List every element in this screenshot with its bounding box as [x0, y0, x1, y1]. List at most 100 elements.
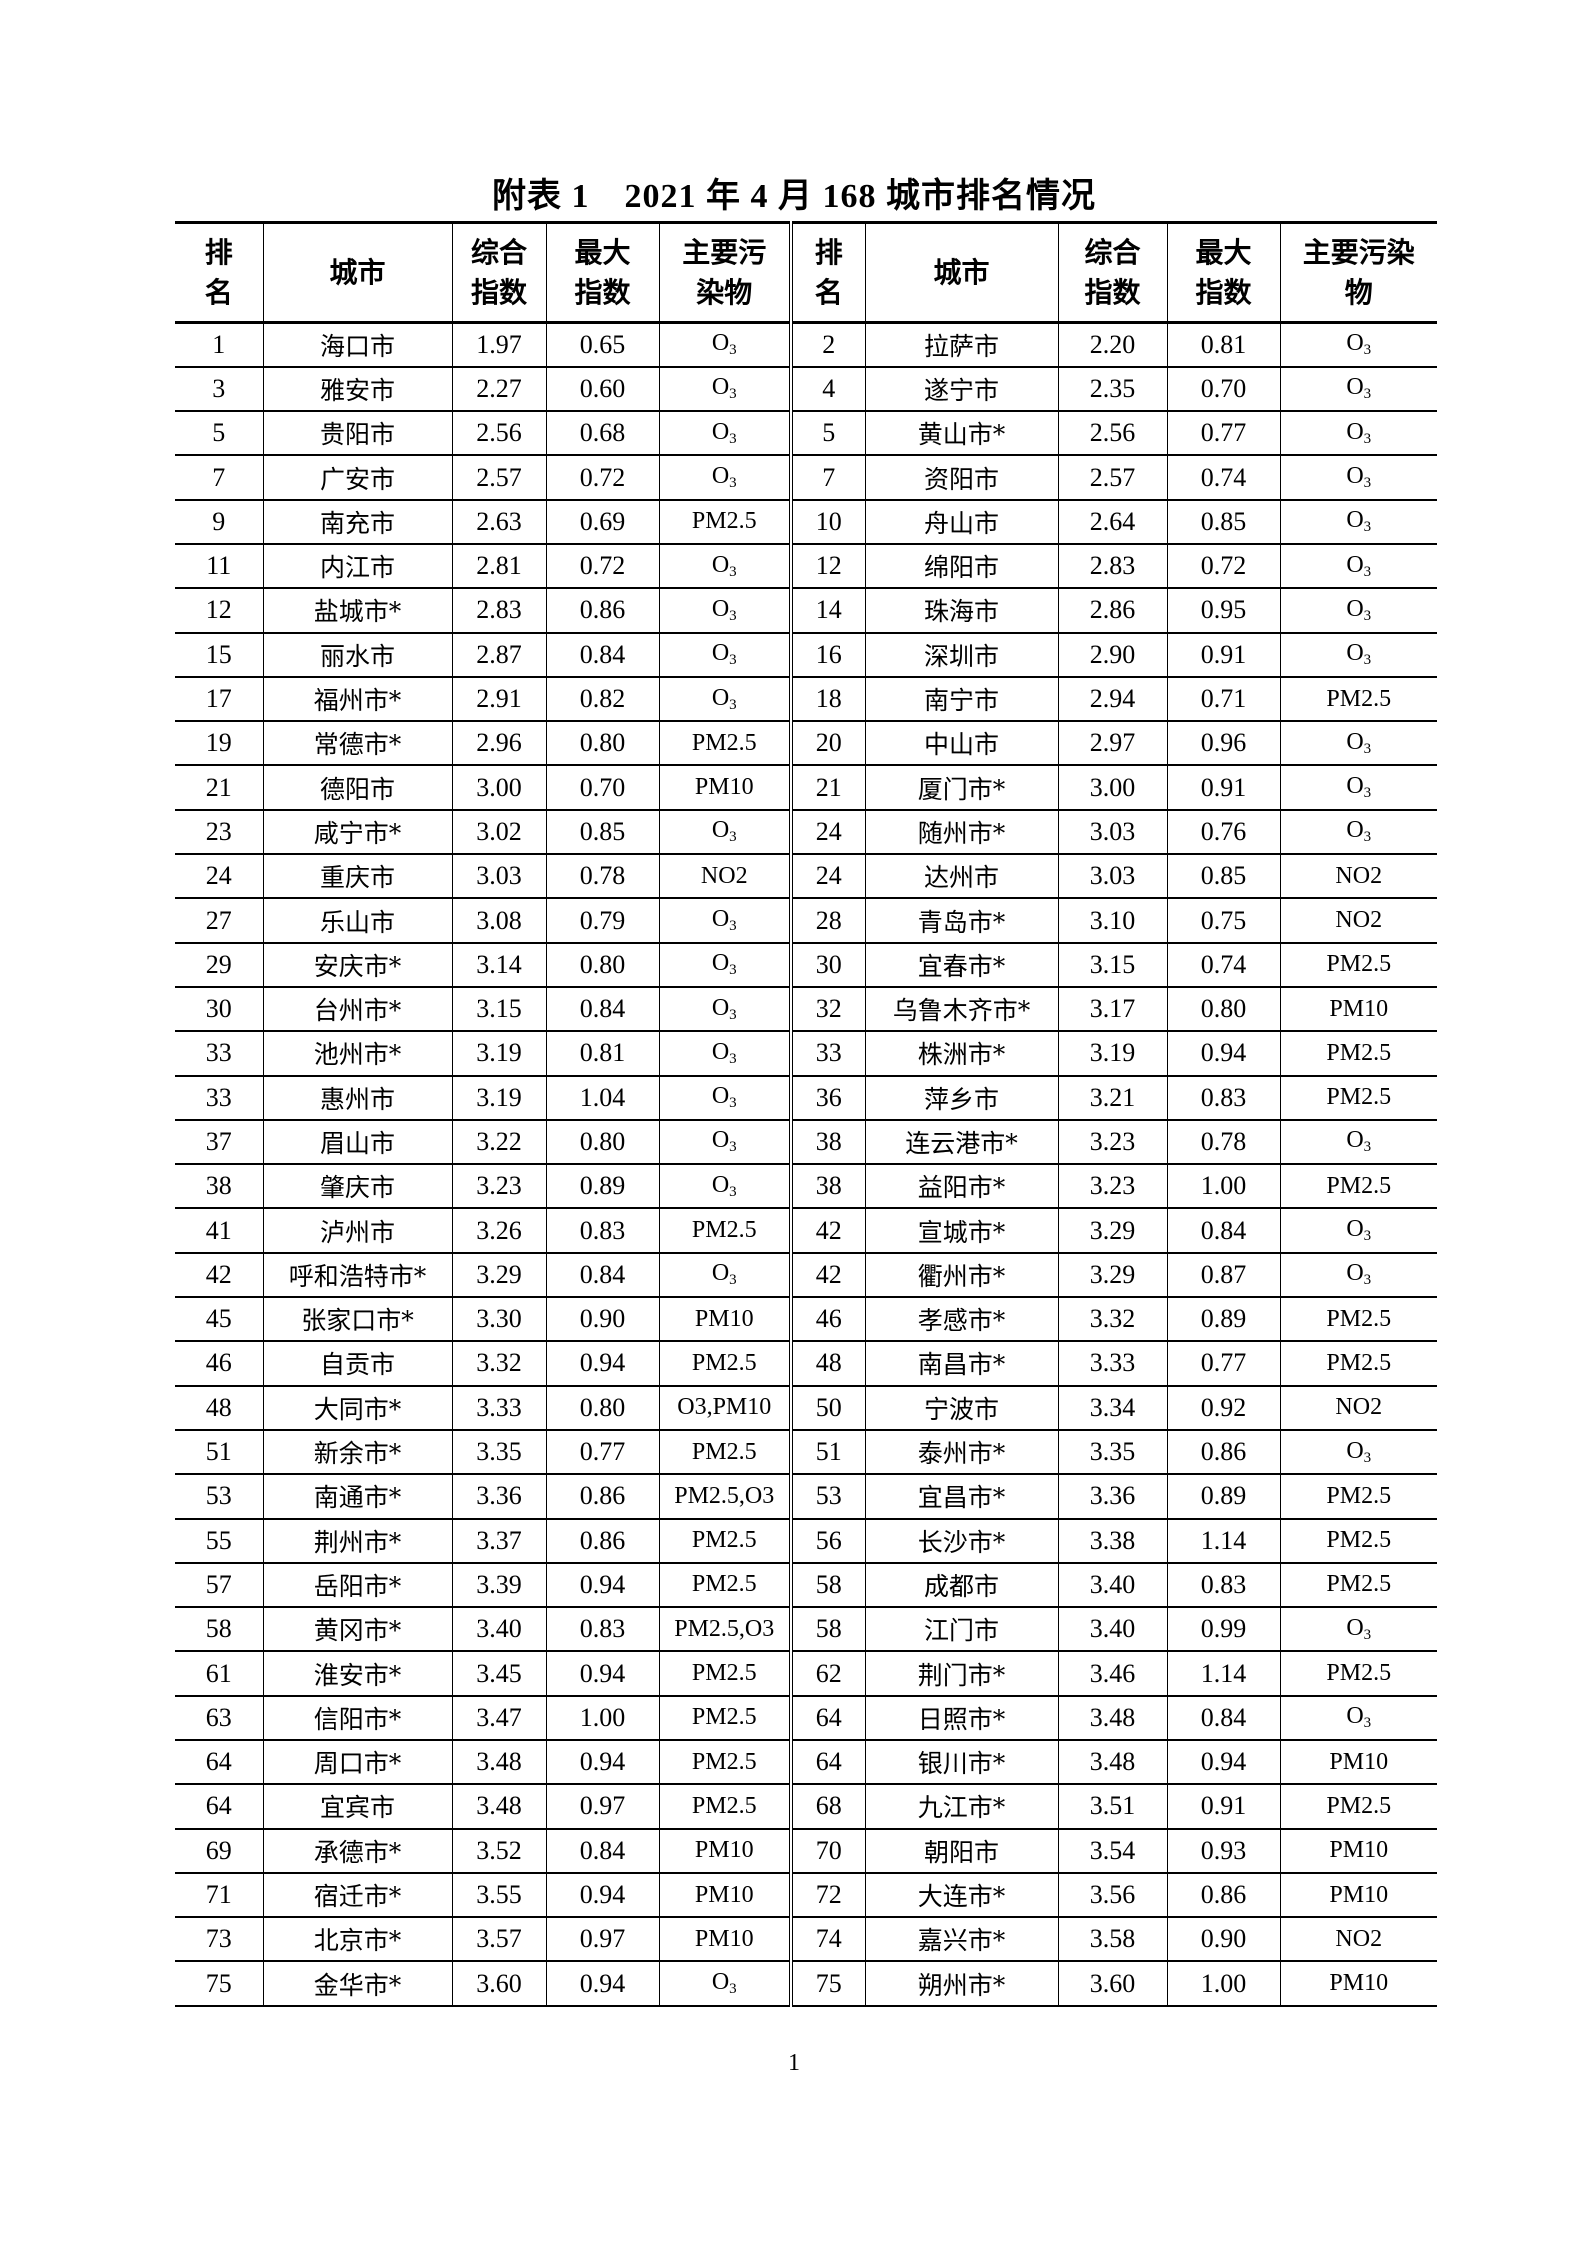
- cell-max-index: 0.79: [545, 898, 660, 943]
- cell-main-pollutant: PM2.5,O3: [658, 1607, 793, 1652]
- cell-city: 宣城市*: [864, 1208, 1059, 1253]
- header-row: 排名 城市 综合 指数 最大 指数 主要污 染物 排名 城市 综合 指数 最大 指数 主要…: [175, 222, 1437, 323]
- cell-max-index: 0.84: [545, 1252, 660, 1298]
- cell-main-pollutant: PM2.5: [1279, 1474, 1437, 1519]
- cell-main-pollutant: O3: [1279, 1695, 1437, 1740]
- cell-rank: 1: [175, 322, 264, 367]
- cell-city: 泸州市: [262, 1208, 453, 1253]
- cell-city: 江门市: [864, 1607, 1059, 1652]
- cell-composite-index: 3.37: [451, 1518, 547, 1563]
- cell-rank: 64: [790, 1740, 866, 1785]
- cell-composite-index: 2.83: [451, 588, 547, 633]
- cell-composite-index: 3.46: [1057, 1651, 1168, 1696]
- cell-main-pollutant: PM10: [1279, 1872, 1437, 1918]
- cell-rank: 48: [790, 1341, 866, 1386]
- cell-main-pollutant: PM2.5: [1279, 1297, 1437, 1342]
- cell-city: 南宁市: [864, 676, 1059, 722]
- cell-max-index: 0.86: [1166, 1872, 1281, 1918]
- header-max-index: 最大 指数: [1166, 222, 1281, 323]
- cell-city: 益阳市*: [864, 1164, 1059, 1209]
- cell-composite-index: 2.20: [1057, 322, 1168, 367]
- cell-composite-index: 3.15: [451, 986, 547, 1032]
- cell-rank: 17: [175, 676, 264, 722]
- cell-max-index: 1.14: [1166, 1518, 1281, 1563]
- header-city: 城市: [864, 222, 1059, 323]
- cell-max-index: 0.94: [545, 1961, 660, 2006]
- table-row: 7 广安市 2.57 0.72 O3 7 资阳市 2.57 0.74 O3: [175, 455, 1437, 500]
- cell-composite-index: 2.35: [1057, 366, 1168, 412]
- cell-main-pollutant: O3: [1279, 765, 1437, 810]
- cell-max-index: 0.83: [545, 1607, 660, 1652]
- cell-max-index: 0.78: [545, 854, 660, 899]
- cell-rank: 5: [790, 411, 866, 456]
- cell-max-index: 0.60: [545, 366, 660, 412]
- cell-main-pollutant: PM2.5: [658, 1208, 793, 1253]
- cell-main-pollutant: PM2.5: [658, 1341, 793, 1386]
- cell-composite-index: 3.02: [451, 809, 547, 855]
- cell-rank: 38: [790, 1164, 866, 1209]
- cell-rank: 12: [175, 588, 264, 633]
- cell-max-index: 0.72: [545, 455, 660, 500]
- cell-city: 大同市*: [262, 1385, 453, 1430]
- cell-city: 惠州市: [262, 1075, 453, 1120]
- cell-city: 周口市*: [262, 1740, 453, 1785]
- cell-max-index: 0.93: [1166, 1828, 1281, 1873]
- cell-composite-index: 3.19: [451, 1031, 547, 1076]
- cell-main-pollutant: PM10: [1279, 986, 1437, 1032]
- cell-max-index: 0.97: [545, 1784, 660, 1829]
- cell-rank: 45: [175, 1297, 264, 1342]
- cell-rank: 51: [175, 1429, 264, 1475]
- cell-main-pollutant: O3: [658, 1252, 793, 1298]
- cell-rank: 15: [175, 632, 264, 677]
- cell-city: 常德市*: [262, 721, 453, 766]
- cell-max-index: 0.65: [545, 322, 660, 367]
- cell-max-index: 0.80: [545, 942, 660, 987]
- cell-max-index: 0.77: [1166, 411, 1281, 456]
- cell-rank: 75: [175, 1961, 264, 2006]
- cell-max-index: 0.83: [545, 1208, 660, 1253]
- cell-city: 荆门市*: [864, 1651, 1059, 1696]
- cell-main-pollutant: PM2.5: [658, 1429, 793, 1475]
- cell-city: 宜昌市*: [864, 1474, 1059, 1519]
- table-row: 23 咸宁市* 3.02 0.85 O3 24 随州市* 3.03 0.76 O3: [175, 809, 1437, 855]
- cell-composite-index: 3.23: [1057, 1164, 1168, 1209]
- cell-main-pollutant: O3: [658, 986, 793, 1032]
- cell-composite-index: 2.94: [1057, 676, 1168, 722]
- cell-main-pollutant: O3: [1279, 499, 1437, 544]
- cell-composite-index: 2.83: [1057, 543, 1168, 589]
- header-main-pollutant: 主要污染物: [1279, 222, 1437, 323]
- cell-composite-index: 2.96: [451, 721, 547, 766]
- cell-main-pollutant: O3: [658, 632, 793, 677]
- table-row: 17 福州市* 2.91 0.82 O3 18 南宁市 2.94 0.71 PM2.5: [175, 676, 1437, 722]
- cell-max-index: 0.86: [545, 588, 660, 633]
- cell-max-index: 0.90: [1166, 1917, 1281, 1962]
- cell-rank: 63: [175, 1695, 264, 1740]
- cell-max-index: 0.85: [1166, 854, 1281, 899]
- cell-city: 眉山市: [262, 1119, 453, 1165]
- table-row: 48 大同市* 3.33 0.80 O3,PM10 50 宁波市 3.34 0.92 NO2: [175, 1385, 1437, 1430]
- cell-max-index: 0.74: [1166, 455, 1281, 500]
- cell-max-index: 0.77: [1166, 1341, 1281, 1386]
- cell-max-index: 0.91: [1166, 765, 1281, 810]
- cell-main-pollutant: PM2.5,O3: [658, 1474, 793, 1519]
- cell-composite-index: 3.35: [1057, 1429, 1168, 1475]
- cell-composite-index: 3.08: [451, 898, 547, 943]
- cell-city: 衢州市*: [864, 1252, 1059, 1298]
- cell-city: 北京市*: [262, 1917, 453, 1962]
- cell-city: 黄山市*: [864, 411, 1059, 456]
- cell-max-index: 0.83: [1166, 1562, 1281, 1608]
- cell-rank: 42: [790, 1208, 866, 1253]
- cell-city: 新余市*: [262, 1429, 453, 1475]
- cell-max-index: 0.91: [1166, 1784, 1281, 1829]
- cell-rank: 46: [175, 1341, 264, 1386]
- cell-main-pollutant: PM2.5: [1279, 1075, 1437, 1120]
- cell-main-pollutant: PM10: [658, 1917, 793, 1962]
- cell-rank: 64: [175, 1740, 264, 1785]
- cell-main-pollutant: O3: [658, 411, 793, 456]
- cell-composite-index: 3.17: [1057, 986, 1168, 1032]
- cell-composite-index: 3.47: [451, 1695, 547, 1740]
- cell-main-pollutant: O3: [1279, 366, 1437, 412]
- cell-main-pollutant: PM10: [1279, 1828, 1437, 1873]
- cell-max-index: 0.86: [1166, 1429, 1281, 1475]
- cell-city: 呼和浩特市*: [262, 1252, 453, 1298]
